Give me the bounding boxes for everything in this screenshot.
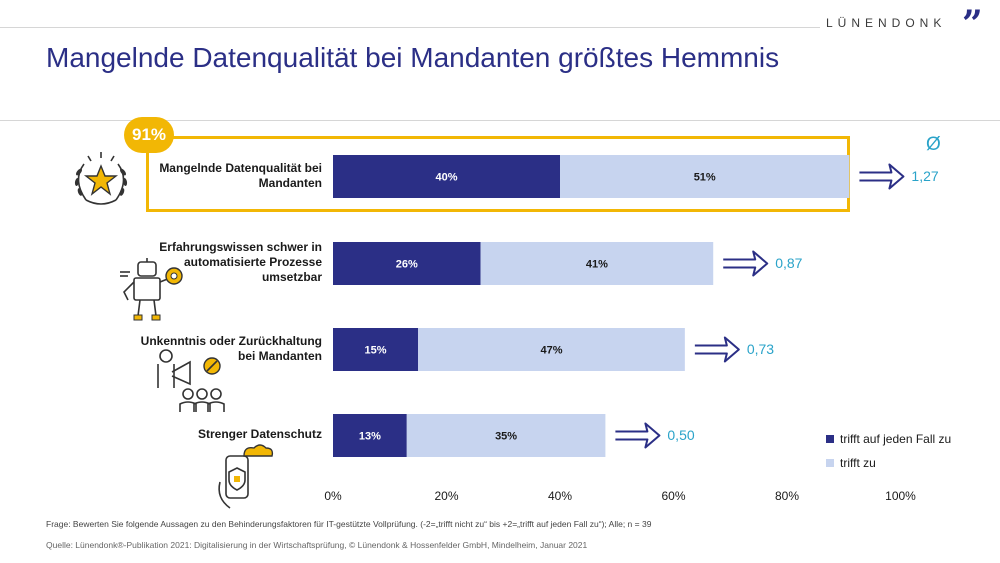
- x-tick-label: 60%: [661, 489, 685, 503]
- average-symbol: Ø: [926, 134, 941, 155]
- bar-1-agree: [560, 155, 850, 198]
- data-label-2-strong: 26%: [396, 259, 418, 271]
- laurel-star-icon: [74, 152, 128, 205]
- category-label-line: bei Mandanten: [237, 348, 322, 363]
- average-arrow-3: [694, 336, 740, 363]
- average-arrow-4: [615, 422, 661, 449]
- legend-swatch-2: [826, 459, 834, 467]
- phone-cloud-shield-icon: [218, 444, 274, 509]
- top-divider: [0, 27, 820, 28]
- bar-4-agree: [406, 414, 606, 457]
- x-tick-label: 40%: [548, 489, 572, 503]
- legend-swatch-1: [826, 435, 834, 443]
- category-label-line: automatisierte Prozesse: [183, 255, 322, 269]
- x-tick-label: 20%: [434, 489, 458, 503]
- robot-icon: [120, 258, 183, 321]
- bar-1-strong: [333, 155, 560, 198]
- legend-item-2: trifft zu: [826, 456, 876, 470]
- bar-3-strong: [333, 328, 419, 371]
- data-label-4-agree: 35%: [495, 431, 517, 443]
- data-label-3-strong: 15%: [365, 345, 387, 357]
- category-label-3: Unkenntnis oder Zurückhaltung bei Mandant…: [141, 334, 322, 364]
- category-label-1: Mangelnde Datenqualität bei Mandanten: [159, 161, 322, 191]
- category-label-line: umsetzbar: [261, 270, 322, 284]
- bar-2-strong: [333, 242, 481, 285]
- x-tick-label: 0%: [324, 489, 342, 503]
- average-value-3: 0,73: [746, 340, 775, 357]
- bar-4-strong: [333, 414, 407, 457]
- bar-2-agree: [480, 242, 714, 285]
- brand-name: LÜNENDONK: [826, 16, 947, 30]
- x-tick-label: 100%: [885, 489, 916, 503]
- category-label-line: Unkenntnis oder Zurückhaltung: [140, 333, 322, 348]
- category-label-line: Erfahrungswissen schwer in: [159, 240, 322, 254]
- title-divider: [0, 120, 1000, 121]
- brand-quote-mark: ”: [962, 3, 983, 45]
- legend-label-1: trifft auf jeden Fall zu: [840, 432, 952, 446]
- average-arrow-2: [723, 250, 769, 277]
- data-label-1-agree: 51%: [694, 172, 716, 184]
- average-arrow-1: [859, 163, 905, 190]
- category-label-4: Strenger Datenschutz: [198, 427, 322, 442]
- average-value-2: 0,87: [775, 254, 803, 271]
- data-label-4-strong: 13%: [359, 431, 381, 443]
- page-title: Mangelnde Datenqualität bei Mandanten gr…: [46, 42, 780, 73]
- category-label-line: Strenger Datenschutz: [197, 427, 322, 441]
- data-label-3-agree: 47%: [540, 345, 562, 357]
- bar-3-agree: [418, 328, 685, 371]
- data-label-1-strong: 40%: [435, 172, 457, 184]
- category-label-line: Mangelnde Datenqualität bei: [159, 160, 322, 175]
- average-value-1: 1,27: [911, 167, 939, 184]
- category-label-line: Mandanten: [258, 175, 322, 190]
- legend-item-1: trifft auf jeden Fall zu: [826, 432, 951, 446]
- average-value-4: 0,50: [667, 426, 695, 443]
- footnote-question: Frage: Bewerten Sie folgende Aussagen zu…: [46, 519, 652, 529]
- legend-label-2: trifft zu: [840, 456, 876, 470]
- footnote-source: Quelle: Lünendonk®-Publikation 2021: Dig…: [46, 540, 588, 550]
- data-label-2-agree: 41%: [586, 259, 608, 271]
- category-label-2: Erfahrungswissen schwer in automatisierte…: [159, 240, 322, 285]
- megaphone-crowd-icon: [157, 349, 225, 412]
- highlight-badge: 91%: [124, 117, 174, 153]
- x-tick-label: 80%: [775, 489, 799, 503]
